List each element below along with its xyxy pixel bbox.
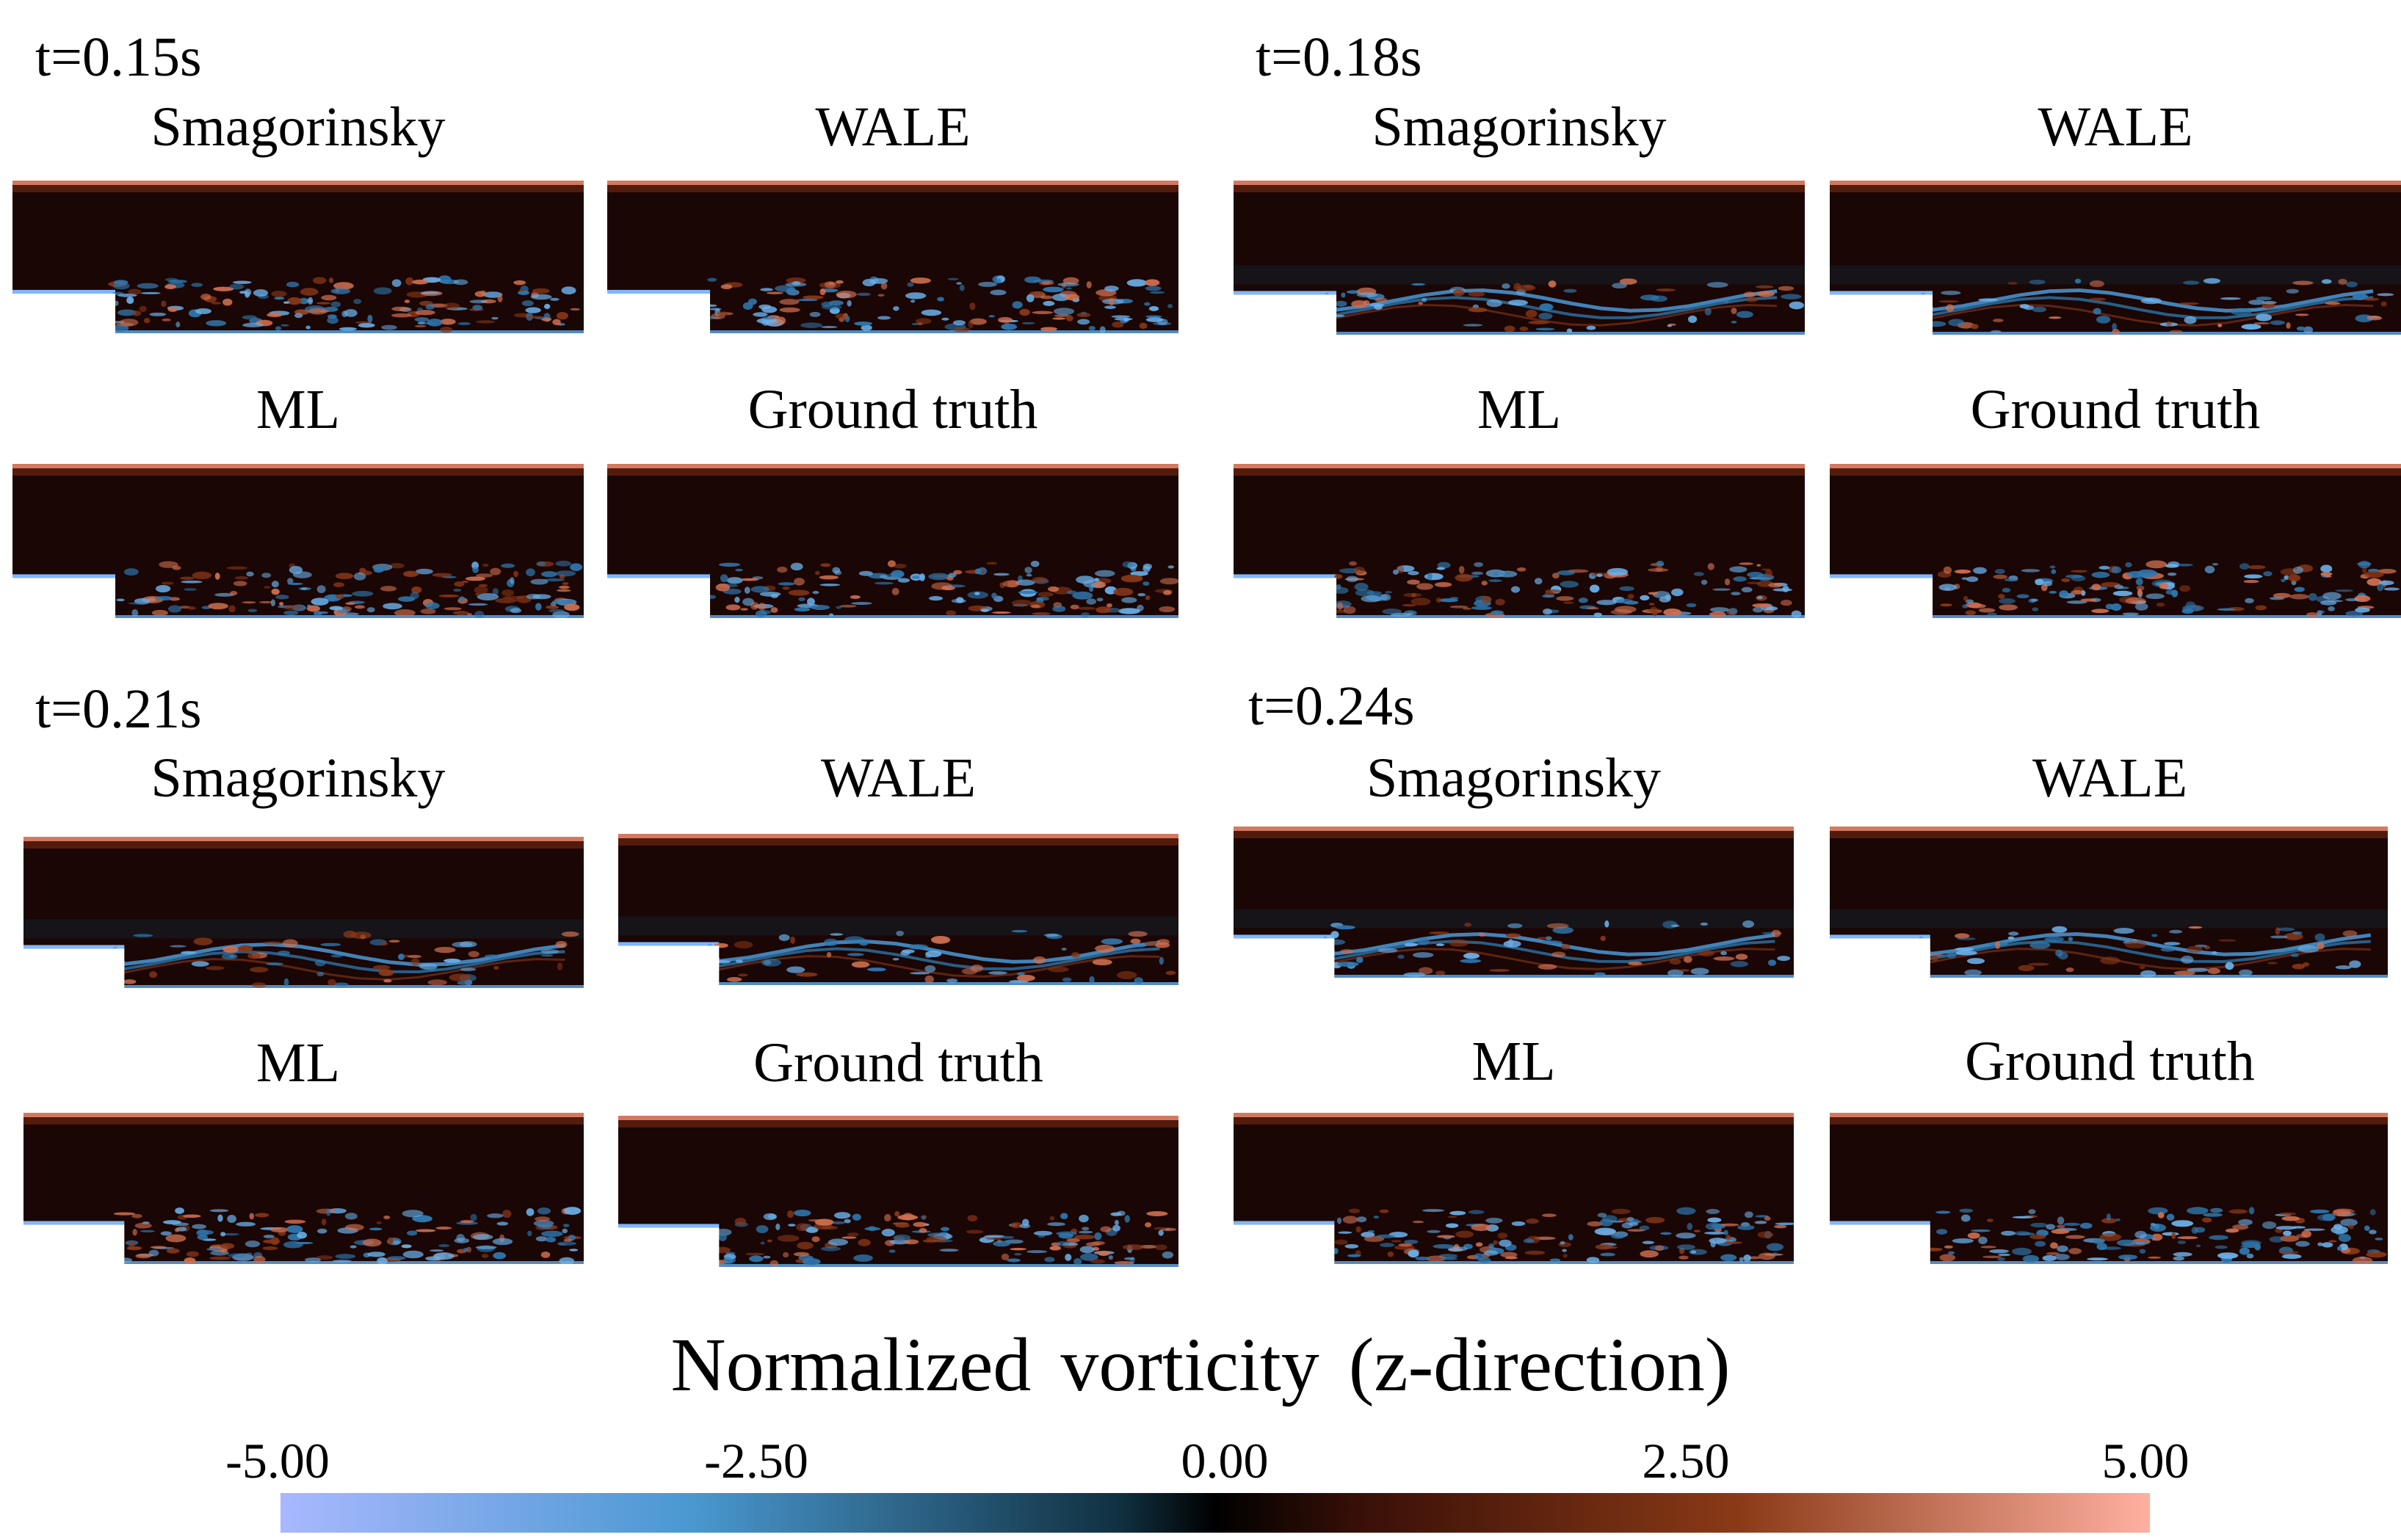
vorticity-panel xyxy=(607,181,1178,333)
panel-title: ML xyxy=(1477,379,1561,440)
panel-title: Ground truth xyxy=(747,379,1038,440)
panel-title: WALE xyxy=(820,747,977,809)
panel-title: WALE xyxy=(2038,96,2193,158)
panel-title: ML xyxy=(256,379,340,440)
panel-title: Smagorinsky xyxy=(1366,747,1662,809)
colorbar-tick: 2.50 xyxy=(1642,1433,1730,1489)
colorbar-tick: -5.00 xyxy=(225,1433,330,1489)
time-label: t=0.21s xyxy=(35,678,202,740)
vorticity-panel xyxy=(1234,464,1805,618)
time-label: t=0.18s xyxy=(1256,26,1422,88)
colorbar-tick: 5.00 xyxy=(2101,1433,2190,1489)
panel-title: Ground truth xyxy=(1970,379,2261,440)
vorticity-panel xyxy=(1830,827,2388,978)
vorticity-panel xyxy=(1234,1113,1794,1264)
panel-title: Smagorinsky xyxy=(151,747,446,809)
colorbar-tick: 0.00 xyxy=(1181,1433,1269,1489)
vorticity-panel xyxy=(618,1116,1178,1267)
panel-title: WALE xyxy=(2032,747,2188,809)
vorticity-panel xyxy=(1830,1113,2388,1264)
vorticity-panel xyxy=(1830,464,2401,618)
panel-title: ML xyxy=(1471,1031,1556,1092)
vorticity-panel xyxy=(1234,181,1805,335)
colorbar-gradient xyxy=(280,1493,2150,1533)
vorticity-panel xyxy=(1234,827,1794,978)
panel-title: Ground truth xyxy=(753,1032,1043,1094)
vorticity-panel xyxy=(12,181,584,333)
panel-title: Smagorinsky xyxy=(1372,96,1667,158)
time-label: t=0.15s xyxy=(35,26,202,88)
vorticity-panel xyxy=(1830,181,2401,335)
vorticity-panel xyxy=(12,464,584,618)
panel-title: Smagorinsky xyxy=(151,96,446,158)
vorticity-panel xyxy=(607,464,1178,618)
panel-title: WALE xyxy=(815,96,971,158)
panel-title: Ground truth xyxy=(1965,1031,2255,1092)
vorticity-panel xyxy=(23,1113,584,1264)
panel-title: ML xyxy=(256,1032,340,1094)
colorbar-title: Normalized vorticity (z-direction) xyxy=(670,1323,1731,1407)
colorbar-tick: -2.50 xyxy=(704,1433,808,1489)
vorticity-panel xyxy=(23,837,584,988)
vorticity-panel xyxy=(618,834,1178,985)
time-label: t=0.24s xyxy=(1248,675,1415,737)
